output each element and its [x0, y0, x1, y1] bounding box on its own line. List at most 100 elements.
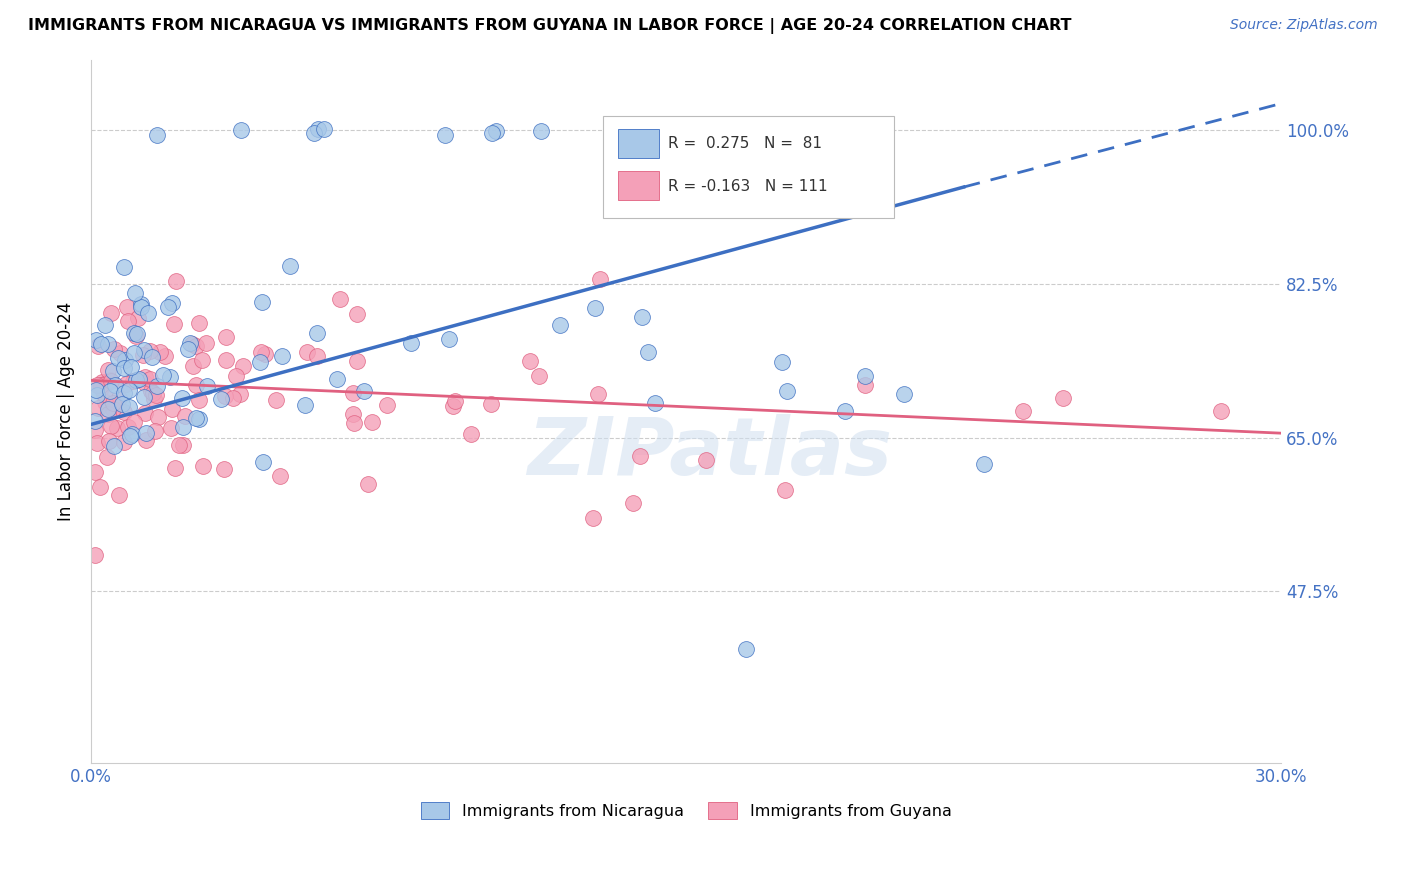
Point — [893, 386, 915, 401]
Point — [853, 377, 876, 392]
Point — [94, 395, 117, 409]
Point — [770, 355, 793, 369]
Point — [249, 345, 271, 359]
Point — [96, 401, 118, 416]
FancyBboxPatch shape — [619, 170, 658, 200]
Point — [111, 396, 134, 410]
Point — [112, 434, 135, 449]
Point — [853, 369, 876, 384]
Point — [184, 339, 207, 353]
Point — [307, 122, 329, 136]
Point — [695, 452, 717, 467]
Point — [141, 350, 163, 364]
Point — [89, 480, 111, 494]
Point — [117, 420, 139, 434]
Point — [132, 343, 155, 357]
Point — [86, 435, 108, 450]
Point — [163, 317, 186, 331]
Point — [90, 380, 112, 394]
Point — [112, 361, 135, 376]
Point — [84, 549, 107, 563]
Point — [139, 343, 162, 358]
Point — [437, 332, 460, 346]
Point — [441, 399, 464, 413]
Point — [399, 336, 422, 351]
Point — [108, 345, 131, 359]
Point — [122, 345, 145, 359]
Point — [84, 414, 107, 428]
Point — [143, 424, 166, 438]
Point — [329, 292, 352, 306]
Point — [361, 415, 384, 429]
Point — [184, 410, 207, 425]
Point — [124, 285, 146, 300]
Text: R =  0.275   N =  81: R = 0.275 N = 81 — [668, 136, 823, 152]
Point — [209, 392, 232, 406]
Point — [146, 409, 169, 424]
Point — [115, 300, 138, 314]
Point — [142, 392, 165, 406]
Point — [105, 421, 128, 435]
Point — [773, 483, 796, 498]
Point — [155, 349, 177, 363]
Point — [107, 351, 129, 365]
Point — [94, 318, 117, 332]
Point — [583, 301, 606, 315]
Point — [172, 438, 194, 452]
Point — [264, 393, 287, 408]
Point — [187, 392, 209, 407]
Point — [444, 394, 467, 409]
Point — [187, 316, 209, 330]
Point — [108, 391, 131, 405]
Point — [167, 438, 190, 452]
Point — [357, 476, 380, 491]
Point — [129, 296, 152, 310]
Point — [103, 396, 125, 410]
Point — [834, 404, 856, 418]
Point — [142, 385, 165, 400]
Point — [127, 326, 149, 341]
Point — [214, 330, 236, 344]
Point — [1012, 404, 1035, 418]
Point — [86, 378, 108, 392]
Point — [134, 376, 156, 391]
Point — [252, 455, 274, 469]
Point — [120, 360, 142, 375]
Point — [346, 307, 368, 321]
Point — [232, 359, 254, 373]
Point — [527, 369, 550, 384]
Point — [1052, 391, 1074, 405]
Point — [97, 363, 120, 377]
Point — [87, 339, 110, 353]
Point — [90, 336, 112, 351]
Point — [152, 368, 174, 382]
Point — [271, 349, 294, 363]
Point — [479, 397, 502, 411]
Point — [127, 310, 149, 325]
Point — [112, 385, 135, 400]
Point — [128, 372, 150, 386]
Point — [98, 384, 121, 398]
Point — [630, 310, 652, 325]
Point — [112, 405, 135, 419]
Point — [114, 353, 136, 368]
Point — [181, 359, 204, 373]
Point — [229, 122, 252, 136]
Point — [346, 354, 368, 368]
Point — [84, 424, 107, 438]
Point — [145, 388, 167, 402]
Point — [191, 353, 214, 368]
Point — [162, 402, 184, 417]
Text: IMMIGRANTS FROM NICARAGUA VS IMMIGRANTS FROM GUYANA IN LABOR FORCE | AGE 20-24 C: IMMIGRANTS FROM NICARAGUA VS IMMIGRANTS … — [28, 18, 1071, 34]
Point — [212, 462, 235, 476]
Point — [107, 487, 129, 501]
Point — [100, 373, 122, 387]
Point — [548, 318, 571, 332]
FancyBboxPatch shape — [619, 128, 658, 158]
Point — [115, 377, 138, 392]
Point — [179, 336, 201, 351]
Point — [141, 384, 163, 399]
Point — [132, 390, 155, 404]
Point — [254, 347, 277, 361]
Text: Source: ZipAtlas.com: Source: ZipAtlas.com — [1230, 18, 1378, 32]
